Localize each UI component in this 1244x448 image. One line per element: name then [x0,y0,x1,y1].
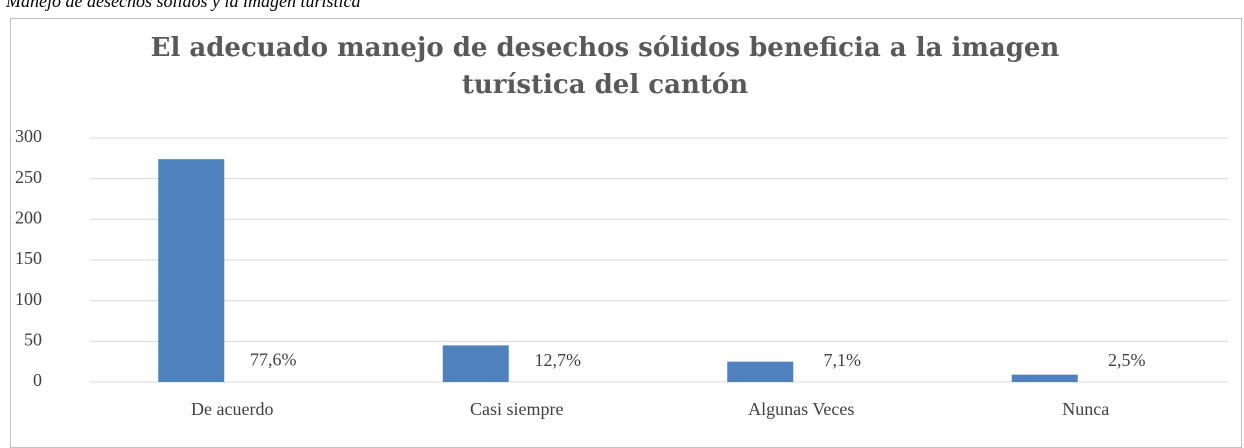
x-tick-label: Nunca [1062,399,1109,419]
page: Manejo de desechos sólidos y la imagen t… [0,0,1244,439]
x-tick-label: De acuerdo [191,399,273,419]
x-tick-label: Algunas Veces [748,399,854,419]
data-label: 12,7% [535,350,582,370]
chart: 0 50 100 150 200 250 300 De acuerdo 77,6% Casi si… [0,0,1244,439]
bar [443,345,509,382]
data-label: 2,5% [1108,350,1146,370]
y-tick-label: 300 [15,126,42,146]
y-tick-label: 100 [15,289,42,309]
data-label: 77,6% [250,349,297,369]
bar [1012,375,1078,382]
data-label: 7,1% [824,350,862,370]
x-tick-label: Casi siempre [470,399,563,419]
y-tick-label: 0 [33,370,42,390]
y-tick-label: 150 [15,248,42,268]
bar [727,362,793,382]
y-tick-label: 50 [24,329,42,349]
y-tick-label: 200 [15,207,42,227]
bar [158,159,224,382]
y-tick-label: 250 [15,167,42,187]
